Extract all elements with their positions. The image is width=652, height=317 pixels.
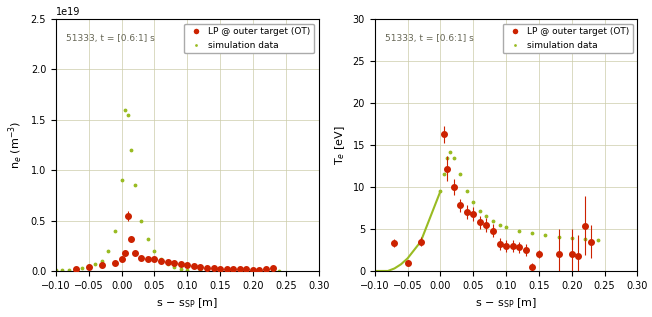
Text: 51333, t = [0.6:1] s: 51333, t = [0.6:1] s — [385, 34, 474, 43]
Legend: LP @ outer target (OT), simulation data: LP @ outer target (OT), simulation data — [503, 24, 633, 53]
Legend: LP @ outer target (OT), simulation data: LP @ outer target (OT), simulation data — [184, 24, 314, 53]
Y-axis label: T$_e$ [eV]: T$_e$ [eV] — [333, 125, 347, 165]
X-axis label: s $-$ s$_\mathrm{SP}$ [m]: s $-$ s$_\mathrm{SP}$ [m] — [156, 296, 218, 310]
Text: 51333, t = [0.6:1] s: 51333, t = [0.6:1] s — [67, 34, 155, 43]
Y-axis label: n$_e$ (m$^{-3}$): n$_e$ (m$^{-3}$) — [7, 121, 25, 169]
X-axis label: s $-$ s$_\mathrm{SP}$ [m]: s $-$ s$_\mathrm{SP}$ [m] — [475, 296, 537, 310]
